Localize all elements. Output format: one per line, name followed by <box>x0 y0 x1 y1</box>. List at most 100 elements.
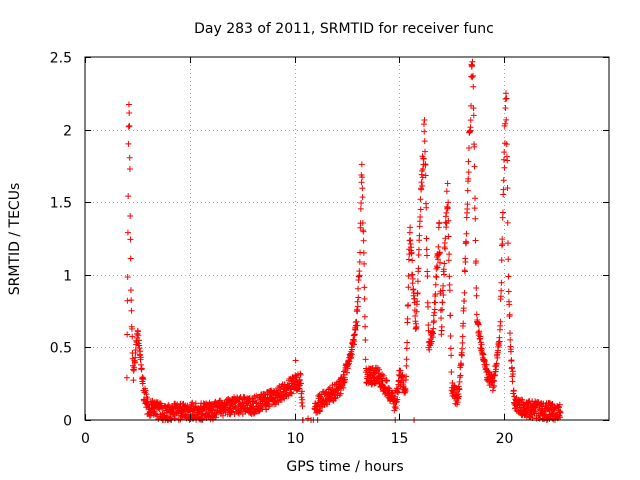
data-point <box>431 306 438 313</box>
data-point <box>475 321 482 328</box>
data-point <box>467 117 474 124</box>
data-point <box>470 83 477 90</box>
data-point <box>454 399 461 406</box>
data-point <box>417 214 424 221</box>
data-point <box>277 386 284 393</box>
data-point <box>360 249 367 256</box>
data-point <box>422 172 429 179</box>
y-tick-label: 2 <box>63 124 72 140</box>
data-point <box>493 360 500 367</box>
data-point <box>130 377 137 384</box>
data-point <box>125 101 132 108</box>
data-point <box>499 241 506 248</box>
data-point <box>465 158 472 165</box>
data-point <box>126 122 133 129</box>
data-point <box>292 357 299 364</box>
data-point <box>192 400 199 407</box>
data-point <box>446 251 453 258</box>
data-point <box>505 273 512 280</box>
data-point <box>124 331 131 338</box>
data-point <box>336 392 343 399</box>
data-point <box>556 401 563 408</box>
data-point <box>431 318 438 325</box>
data-point <box>124 297 131 304</box>
data-point <box>434 264 441 271</box>
data-point <box>447 312 454 319</box>
data-point <box>437 259 444 266</box>
grid-lines <box>85 57 609 420</box>
data-point <box>393 397 400 404</box>
data-point <box>463 239 470 246</box>
y-tick-label: 0 <box>63 414 72 430</box>
data-point <box>358 199 365 206</box>
data-point <box>432 299 439 306</box>
data-point <box>444 204 451 211</box>
data-point <box>420 121 427 128</box>
data-point <box>432 291 439 298</box>
data-point <box>425 322 432 329</box>
data-point <box>505 256 512 263</box>
data-point <box>435 243 442 250</box>
data-point <box>442 245 449 252</box>
data-point <box>125 123 132 130</box>
data-point <box>504 219 511 226</box>
data-point <box>421 138 428 145</box>
data-point <box>506 301 513 308</box>
data-point <box>405 302 412 309</box>
data-point <box>299 396 306 403</box>
data-point <box>455 393 462 400</box>
data-point <box>407 224 414 231</box>
data-point <box>232 399 239 406</box>
data-point <box>444 180 451 187</box>
data-point <box>417 206 424 213</box>
data-point <box>447 332 454 339</box>
data-point <box>285 392 292 399</box>
data-point <box>438 315 445 322</box>
data-point <box>138 365 145 372</box>
data-point <box>456 386 463 393</box>
data-point <box>356 272 363 279</box>
data-point <box>361 295 368 302</box>
data-point <box>501 164 508 171</box>
data-points <box>123 58 564 423</box>
data-point <box>531 408 538 415</box>
data-point <box>355 285 362 292</box>
data-point <box>416 232 423 239</box>
data-point <box>354 303 361 310</box>
data-point <box>403 345 410 352</box>
data-point <box>296 376 303 383</box>
data-point <box>441 239 448 246</box>
data-point <box>499 214 506 221</box>
data-point <box>351 337 358 344</box>
data-point <box>458 352 465 359</box>
data-point <box>297 371 304 378</box>
data-point <box>419 165 426 172</box>
data-point <box>127 236 134 243</box>
data-point <box>460 320 467 327</box>
data-point <box>446 273 453 280</box>
data-point <box>410 286 417 293</box>
data-point <box>409 271 416 278</box>
data-point <box>446 281 453 288</box>
data-point <box>557 414 564 421</box>
data-point <box>443 188 450 195</box>
data-point <box>557 409 564 416</box>
data-point <box>404 315 411 322</box>
data-point <box>386 385 393 392</box>
data-point <box>459 333 466 340</box>
data-point <box>458 361 465 368</box>
data-point <box>340 368 347 375</box>
data-point <box>414 298 421 305</box>
data-point <box>432 281 439 288</box>
data-point <box>510 387 517 394</box>
data-point <box>519 411 526 418</box>
data-point <box>360 228 367 235</box>
data-point <box>503 141 510 148</box>
data-point <box>469 58 476 65</box>
data-point <box>424 273 431 280</box>
data-point <box>472 237 479 244</box>
data-point <box>128 307 135 314</box>
data-point <box>502 104 509 111</box>
data-point <box>405 273 412 280</box>
